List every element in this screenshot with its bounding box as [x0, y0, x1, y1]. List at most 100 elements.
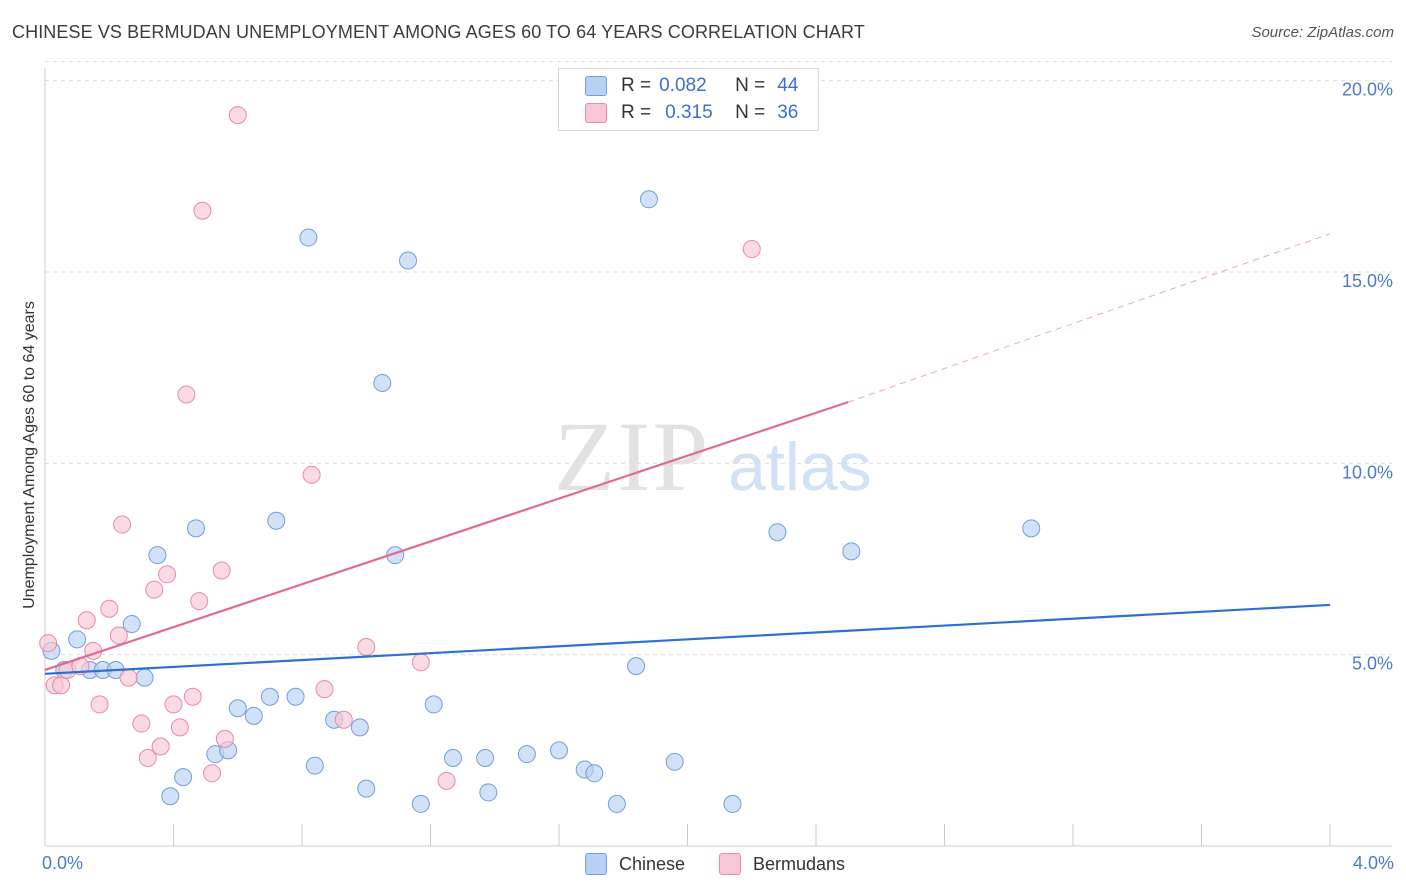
chinese-point-31: [479, 783, 498, 802]
trend-lines: [44, 233, 1331, 675]
bermudan-point-0: [39, 634, 58, 653]
chinese-point-27: [411, 794, 430, 813]
chinese-point-35: [585, 764, 604, 783]
bermudan-point-25: [215, 729, 234, 748]
chinese-point-16: [260, 687, 279, 706]
bottom-legend-bermudans: Bermudans: [719, 852, 845, 876]
chart-title: CHINESE VS BERMUDAN UNEMPLOYMENT AMONG A…: [12, 22, 865, 42]
bermudan-point-14: [145, 580, 164, 599]
bermudan-trend-line: [44, 401, 849, 672]
bermudan-point-7: [90, 695, 109, 714]
bermudan-n-label: N =: [735, 102, 766, 123]
chinese-point-37: [627, 657, 646, 676]
chinese-point-11: [186, 519, 205, 538]
bermudan-point-20: [183, 687, 202, 706]
bottom-legend-chinese: Chinese: [585, 852, 685, 876]
chinese-n-value: 44: [777, 75, 799, 96]
chinese-point-28: [424, 695, 443, 714]
bermudan-point-30: [357, 638, 376, 657]
chinese-point-17: [267, 511, 286, 530]
bermudan-point-13: [138, 748, 157, 767]
bermudan-point-19: [177, 385, 196, 404]
bermudan-point-8: [100, 599, 119, 618]
chinese-point-20: [305, 756, 324, 775]
bermudan-point-32: [437, 771, 456, 790]
bermudan-point-2: [52, 676, 71, 695]
bottom-chinese-swatch: [585, 853, 607, 875]
source-label: Source: ZipAtlas.com: [1251, 24, 1394, 41]
legend-row-chinese: R = 0.082 N = 44: [585, 74, 798, 98]
chinese-points: [42, 190, 1041, 813]
chinese-point-2: [68, 630, 87, 649]
chinese-point-43: [1022, 519, 1041, 538]
bermudan-point-15: [151, 737, 170, 756]
chinese-point-32: [517, 745, 536, 764]
bottom-bermudan-swatch: [719, 853, 741, 875]
chinese-r-value: 0.082: [659, 75, 707, 96]
chinese-point-29: [443, 748, 462, 767]
chinese-point-10: [174, 768, 193, 787]
bermudan-point-27: [302, 465, 321, 484]
bermudan-point-10: [113, 515, 132, 534]
chinese-point-33: [550, 741, 568, 760]
y-tick-label-15: 15.0%: [1342, 271, 1393, 291]
chinese-point-40: [723, 794, 742, 813]
bermudan-point-31: [411, 653, 430, 672]
chinese-n-label: N =: [735, 75, 766, 96]
chinese-point-23: [357, 779, 376, 798]
bermudan-point-33: [742, 240, 761, 259]
bermudan-point-9: [109, 626, 128, 645]
bermudan-points: [39, 106, 761, 790]
chinese-trend-line: [44, 603, 1331, 675]
bermudan-point-12: [132, 714, 151, 733]
chinese-point-38: [639, 190, 658, 209]
chinese-point-39: [665, 752, 684, 771]
y-tick-label-10: 10.0%: [1342, 462, 1393, 482]
bermudan-trend-extension: [847, 233, 1331, 403]
y-tick-label-20: 20.0%: [1342, 80, 1393, 100]
y-tick-label-5: 5.0%: [1352, 654, 1393, 674]
correlation-legend: R = 0.082 N = 44 R = 0.315 N = 36: [558, 68, 819, 131]
watermark-atlas: atlas: [728, 429, 872, 505]
chinese-point-9: [161, 787, 180, 806]
bermudan-point-22: [193, 201, 212, 220]
chinese-swatch: [585, 76, 607, 96]
chinese-point-8: [148, 546, 167, 565]
bermudan-point-24: [212, 561, 231, 580]
chinese-point-26: [399, 251, 418, 270]
gridlines: [45, 61, 1392, 656]
bottom-bermudan-label: Bermudans: [753, 853, 846, 874]
x-tick-label-4: 4.0%: [1353, 853, 1394, 873]
chinese-point-15: [244, 706, 263, 725]
chinese-point-36: [607, 794, 626, 813]
bermudan-point-23: [203, 764, 222, 783]
bermudan-point-17: [164, 695, 183, 714]
bermudan-point-28: [315, 680, 334, 699]
bermudan-r-value: 0.315: [665, 102, 713, 123]
bermudan-point-21: [190, 592, 209, 611]
chinese-point-19: [299, 228, 318, 247]
bermudan-point-26: [228, 106, 247, 125]
legend-row-bermudans: R = 0.315 N = 36: [585, 101, 798, 125]
bermudan-point-29: [334, 710, 353, 729]
bermudan-n-value: 36: [777, 102, 799, 123]
chinese-point-22: [350, 718, 369, 737]
chinese-point-14: [228, 699, 247, 718]
bottom-chinese-label: Chinese: [619, 853, 686, 874]
chinese-point-30: [476, 748, 495, 767]
chinese-point-7: [135, 668, 154, 687]
bermudan-point-5: [77, 611, 96, 630]
chinese-point-42: [842, 542, 861, 561]
bermudan-r-label: R =: [621, 102, 652, 123]
bermudan-swatch: [585, 103, 607, 123]
tick-labels: 5.0% 10.0% 15.0% 20.0% 0.0% 4.0%: [42, 80, 1394, 873]
chinese-r-label: R =: [621, 75, 652, 96]
bermudan-point-18: [170, 718, 189, 737]
chinese-point-18: [286, 687, 305, 706]
bermudan-point-16: [158, 565, 177, 584]
chinese-point-41: [768, 523, 787, 542]
axes: [44, 68, 1392, 847]
bermudan-point-11: [119, 668, 138, 687]
chinese-point-6: [122, 615, 141, 634]
